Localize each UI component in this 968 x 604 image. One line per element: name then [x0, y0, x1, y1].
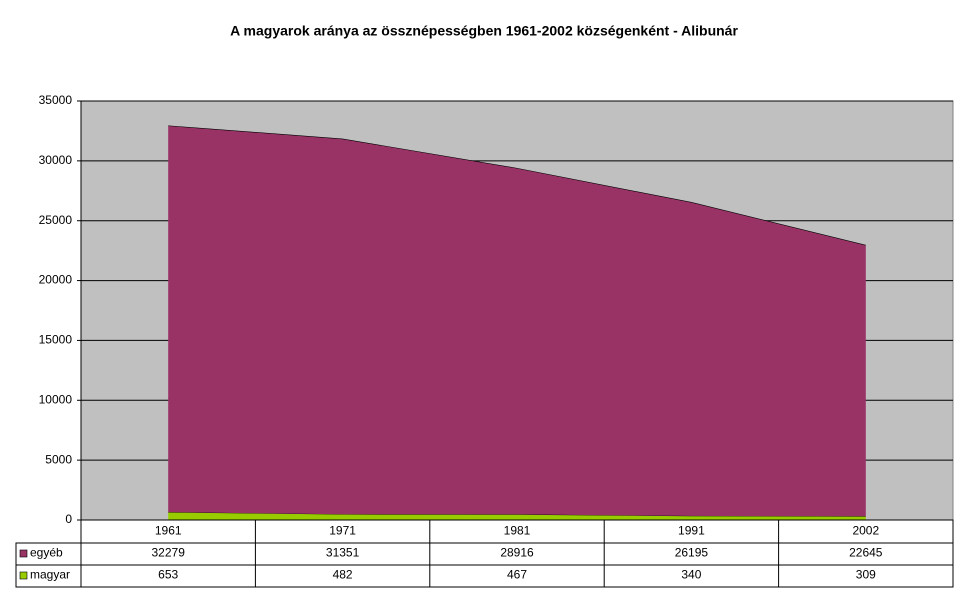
legend-key [19, 549, 28, 558]
y-tick-label: 15000 [39, 333, 73, 347]
legend-label: magyar [30, 568, 70, 582]
table-value: 340 [681, 568, 701, 582]
table-value: 26195 [675, 546, 709, 560]
x-tick-label: 1961 [155, 524, 182, 538]
area-edge [168, 125, 866, 246]
y-tick-label: 25000 [39, 213, 73, 227]
chart-title: A magyarok aránya az össznépességben 196… [230, 23, 738, 39]
table-value: 22645 [849, 546, 883, 560]
y-tick-label: 20000 [39, 273, 73, 287]
table-value: 31351 [326, 546, 360, 560]
y-tick-label: 5000 [45, 452, 72, 466]
table-value: 28916 [500, 546, 534, 560]
x-tick-label: 1991 [678, 524, 705, 538]
legend-label: egyéb [30, 546, 63, 560]
table-value: 32279 [152, 546, 186, 560]
y-tick-label: 10000 [39, 392, 73, 406]
x-tick-label: 1971 [329, 524, 356, 538]
legend-key [19, 571, 28, 580]
table-value: 653 [158, 568, 178, 582]
area [168, 125, 866, 517]
y-tick-label: 30000 [39, 153, 73, 167]
table-value: 467 [507, 568, 527, 582]
x-tick-label: 1981 [504, 524, 531, 538]
table-value: 309 [856, 568, 876, 582]
table-value: 482 [333, 568, 353, 582]
y-tick-label: 35000 [39, 93, 73, 107]
y-tick-label: 0 [65, 512, 72, 526]
x-tick-label: 2002 [852, 524, 879, 538]
area [168, 512, 866, 520]
